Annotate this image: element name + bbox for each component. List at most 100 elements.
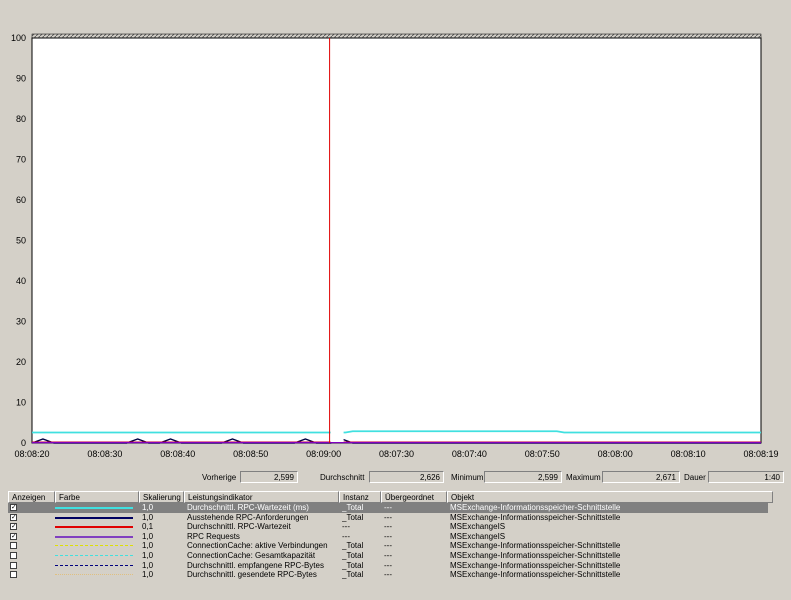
parent-cell: --- xyxy=(384,551,392,560)
y-tick-label: 40 xyxy=(16,276,26,286)
show-checkbox[interactable]: ✓ xyxy=(10,532,17,540)
show-checkbox[interactable] xyxy=(10,552,17,559)
x-tick-label: 08:08:00 xyxy=(598,449,633,459)
table-row[interactable]: 1,0 Durchschnittl. empfangene RPC-Bytes _T… xyxy=(8,561,768,571)
counter-cell: Durchschnittl. RPC-Wartezeit (ms) xyxy=(187,503,309,512)
show-checkbox[interactable] xyxy=(10,542,17,550)
scale-cell: 1,0 xyxy=(142,531,154,541)
instance-cell: _Total xyxy=(342,541,364,551)
statistics-bar: Vorherige 2,599 Durchschnitt 2,626 Minim… xyxy=(0,470,791,488)
parent-cell: --- xyxy=(384,503,392,512)
x-tick-label: 08:08:19 xyxy=(743,449,778,459)
color-swatch xyxy=(55,574,133,576)
scale-cell: 0,1 xyxy=(142,522,154,532)
plot-background xyxy=(31,37,762,444)
counter-cell: Durchschnittl. gesendete RPC-Bytes xyxy=(187,570,317,580)
parent-cell: --- xyxy=(384,522,392,532)
object-cell: MSExchange-Informationsspeicher-Schnitts… xyxy=(450,551,621,560)
table-row[interactable]: ✓ 0,1 Durchschnittl. RPC-Wartezeit --- --- MS… xyxy=(8,522,768,532)
y-tick-label: 10 xyxy=(16,398,26,408)
table-row[interactable]: ✓ 1,0 Ausstehende RPC-Anforderungen _Total -… xyxy=(8,513,768,523)
scale-cell: 1,0 xyxy=(142,551,154,560)
color-swatch xyxy=(55,526,133,529)
y-tick-label: 0 xyxy=(21,438,26,448)
counter-cell: ConnectionCache: Gesamtkapazität xyxy=(187,551,316,560)
show-checkbox[interactable]: ✓ xyxy=(10,523,17,531)
scale-cell: 1,0 xyxy=(142,560,154,570)
y-tick-label: 70 xyxy=(16,155,26,165)
object-cell: MSExchange-Informationsspeicher-Schnitts… xyxy=(450,560,621,570)
maximum-label: Maximum xyxy=(566,473,601,482)
show-checkbox[interactable]: ✓ xyxy=(10,504,17,511)
x-tick-label: 08:08:40 xyxy=(160,449,195,459)
performance-chart: 100 90 80 70 60 50 40 30 20 10 0 08:08:20 08:08:30 08… xyxy=(11,33,779,459)
y-tick-label: 20 xyxy=(16,357,26,367)
x-tick-label: 08:09:00 xyxy=(306,449,341,459)
column-header[interactable]: Instanz xyxy=(339,491,381,503)
scale-cell: 1,0 xyxy=(142,512,154,522)
object-cell: MSExchangeIS xyxy=(450,531,506,541)
y-tick-label: 100 xyxy=(11,33,26,43)
scale-cell: 1,0 xyxy=(142,541,154,551)
top-scale-band xyxy=(31,33,762,39)
column-header[interactable]: Anzeigen xyxy=(8,491,55,503)
instance-cell: --- xyxy=(342,531,350,541)
counter-cell: ConnectionCache: aktive Verbindungen xyxy=(187,541,328,551)
table-row[interactable]: ✓ 1,0 Durchschnittl. RPC-Wartezeit (ms) _To… xyxy=(8,503,768,513)
show-checkbox[interactable] xyxy=(10,561,17,569)
instance-cell: _Total xyxy=(342,503,364,512)
duration-label: Dauer xyxy=(684,473,706,482)
update-gap xyxy=(330,429,344,442)
y-tick-label: 50 xyxy=(16,236,26,246)
show-checkbox[interactable]: ✓ xyxy=(10,513,17,521)
counter-cell: Ausstehende RPC-Anforderungen xyxy=(187,512,309,522)
color-swatch xyxy=(55,564,133,566)
parent-cell: --- xyxy=(384,512,392,522)
counter-cell: Durchschnittl. empfangene RPC-Bytes xyxy=(187,560,324,570)
show-checkbox[interactable] xyxy=(10,571,17,579)
table-row[interactable]: 1,0 Durchschnittl. gesendete RPC-Bytes _To… xyxy=(8,570,768,580)
parent-cell: --- xyxy=(384,560,392,570)
instance-cell: _Total xyxy=(342,551,364,560)
object-cell: MSExchange-Informationsspeicher-Schnitts… xyxy=(450,512,621,522)
column-header[interactable]: Farbe xyxy=(55,491,139,503)
x-tick-label: 08:08:50 xyxy=(233,449,268,459)
counter-cell: Durchschnittl. RPC-Wartezeit xyxy=(187,522,291,532)
column-header[interactable]: Leistungsindikator xyxy=(184,491,339,503)
color-swatch xyxy=(55,507,133,509)
object-cell: MSExchange-Informationsspeicher-Schnitts… xyxy=(450,503,621,512)
object-cell: MSExchange-Informationsspeicher-Schnitts… xyxy=(450,570,621,580)
instance-cell: --- xyxy=(342,522,350,532)
scale-cell: 1,0 xyxy=(142,503,154,512)
color-swatch xyxy=(55,535,133,538)
instance-cell: _Total xyxy=(342,570,364,580)
duration-value: 1:40 xyxy=(708,471,784,483)
instance-cell: _Total xyxy=(342,560,364,570)
column-header[interactable]: Skalierung xyxy=(139,491,184,503)
object-cell: MSExchangeIS xyxy=(450,522,506,532)
table-row[interactable]: ✓ 1,0 RPC Requests --- --- MSExchangeIS xyxy=(8,532,768,542)
table-row[interactable]: 1,0 ConnectionCache: aktive Verbindungen _… xyxy=(8,541,768,551)
y-tick-label: 80 xyxy=(16,114,26,124)
x-tick-label: 08:08:20 xyxy=(14,449,49,459)
previous-value: 2,599 xyxy=(240,471,298,483)
average-label: Durchschnitt xyxy=(320,473,365,482)
y-tick-label: 60 xyxy=(16,195,26,205)
column-header[interactable]: Übergeordnet xyxy=(381,491,447,503)
y-tick-label: 90 xyxy=(16,74,26,84)
x-tick-label: 08:08:10 xyxy=(671,449,706,459)
parent-cell: --- xyxy=(384,531,392,541)
x-tick-label: 08:08:30 xyxy=(87,449,122,459)
table-row[interactable]: 1,0 ConnectionCache: Gesamtkapazität _Tota… xyxy=(8,551,768,561)
color-swatch xyxy=(55,516,133,519)
x-tick-label: 08:07:40 xyxy=(452,449,487,459)
x-tick-label: 08:07:50 xyxy=(525,449,560,459)
minimum-value: 2,599 xyxy=(484,471,562,483)
object-cell: MSExchange-Informationsspeicher-Schnitts… xyxy=(450,541,621,551)
previous-label: Vorherige xyxy=(202,473,237,482)
average-value: 2,626 xyxy=(369,471,444,483)
color-swatch xyxy=(55,555,133,556)
column-header[interactable]: Objekt xyxy=(447,491,773,503)
y-tick-label: 30 xyxy=(16,317,26,327)
